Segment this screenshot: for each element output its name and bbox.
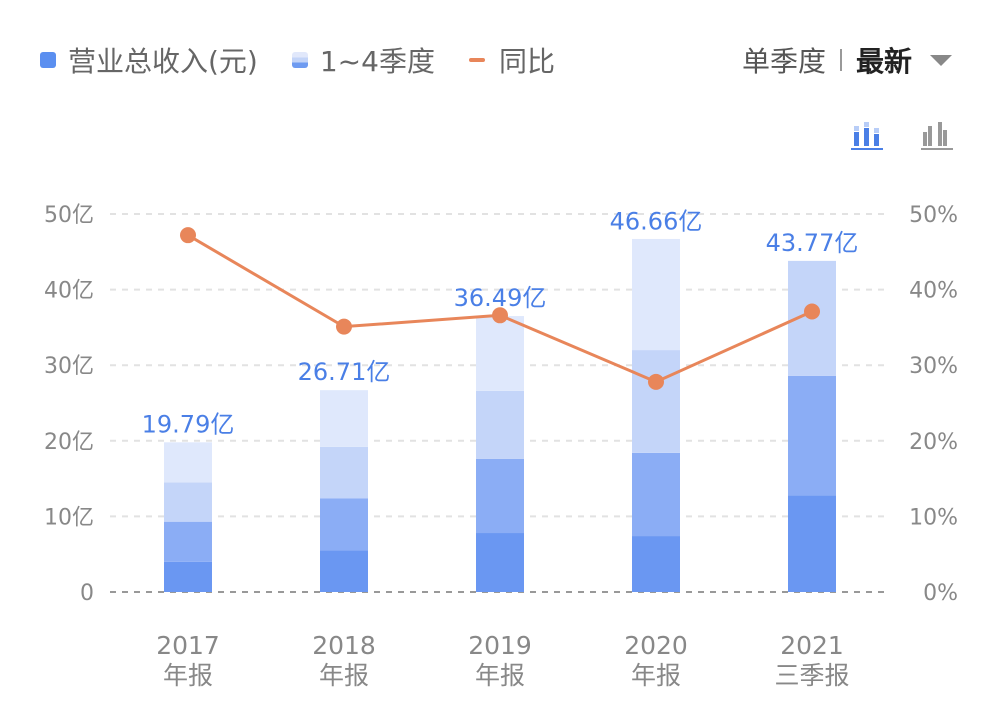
single-quarter-toggle[interactable]: 单季度	[741, 45, 826, 78]
x-axis-category-label: 2018	[312, 631, 376, 660]
chart-type-switcher	[814, 118, 954, 152]
yoy-point	[648, 373, 664, 390]
period-controls: 单季度 最新	[742, 40, 952, 80]
right-axis-tick-label: 10%	[909, 505, 958, 530]
right-axis-tick-label: 40%	[909, 279, 958, 304]
legend-label-quarters: 1~4季度	[319, 45, 435, 78]
bar-segment-q2	[164, 521, 212, 562]
bar-segment-q2	[320, 498, 368, 551]
bar-segment-q4	[476, 316, 524, 391]
bar-total-label: 19.79亿	[142, 410, 235, 438]
left-axis-tick-label: 20亿	[44, 430, 94, 455]
x-axis-category-label: 三季报	[774, 661, 849, 690]
right-axis-tick-label: 50%	[909, 203, 958, 228]
bar-segment-q2	[476, 458, 524, 534]
bar-segment-q3	[476, 390, 524, 459]
right-axis-tick-label: 0%	[923, 581, 958, 606]
left-axis-tick-label: 30亿	[44, 354, 94, 379]
x-axis-category-label: 年报	[631, 661, 681, 690]
x-axis-category-label: 年报	[319, 661, 369, 690]
bar-segment-q2	[788, 375, 836, 496]
legend-item-quarters[interactable]: 1~4季度	[291, 40, 435, 80]
bar-segment-q2	[632, 452, 680, 537]
quarters-legend-icon	[291, 52, 308, 68]
yoy-point	[180, 227, 196, 244]
stacked-bar-chart-icon[interactable]	[850, 118, 884, 152]
yoy-point	[336, 318, 352, 335]
grouped-bar-chart-icon[interactable]	[920, 118, 954, 152]
x-axis-category-label: 2019	[468, 631, 532, 660]
bar-segment-q1	[320, 550, 368, 592]
revenue-legend-icon	[40, 52, 56, 68]
left-axis-tick-label: 50亿	[44, 203, 94, 228]
x-axis-category-label: 2020	[624, 631, 688, 660]
bar-segment-q4	[164, 442, 212, 483]
bar-total-label: 46.66亿	[610, 207, 703, 235]
controls-divider	[839, 49, 842, 71]
bar-segment-q1	[632, 536, 680, 592]
bar-segment-q3	[320, 446, 368, 499]
left-axis-tick-label: 10亿	[44, 505, 94, 530]
x-axis-category-label: 年报	[163, 661, 213, 690]
bar-segment-q1	[164, 561, 212, 592]
bar-total-label: 26.71亿	[298, 358, 391, 386]
period-dropdown[interactable]: 最新	[855, 45, 912, 78]
legend-label-revenue: 营业总收入(元)	[68, 45, 258, 78]
bar-total-label: 43.77亿	[766, 229, 859, 257]
legend-label-yoy: 同比	[498, 45, 555, 78]
x-axis-category-label: 2021	[780, 631, 844, 660]
bar-segment-q4	[632, 238, 680, 351]
right-axis-tick-label: 20%	[909, 430, 958, 455]
yoy-point	[804, 303, 820, 320]
legend-item-yoy[interactable]: 同比	[468, 40, 555, 80]
yoy-point	[492, 307, 508, 324]
right-axis-tick-label: 30%	[909, 354, 958, 379]
bar-segment-q1	[476, 533, 524, 592]
chevron-down-icon[interactable]	[930, 54, 952, 66]
x-axis-category-label: 2017	[156, 631, 220, 660]
left-axis-tick-label: 40亿	[44, 279, 94, 304]
legend-item-revenue[interactable]: 营业总收入(元)	[40, 40, 258, 80]
x-axis-category-label: 年报	[475, 661, 525, 690]
yoy-legend-icon	[468, 58, 485, 62]
chart-legend: 营业总收入(元) 1~4季度 同比	[40, 40, 589, 80]
left-axis-tick-label: 0	[80, 581, 94, 606]
bar-segment-q3	[632, 350, 680, 453]
bar-segment-q3	[164, 482, 212, 522]
bar-segment-q1	[788, 495, 836, 592]
bar-segment-q4	[320, 390, 368, 447]
